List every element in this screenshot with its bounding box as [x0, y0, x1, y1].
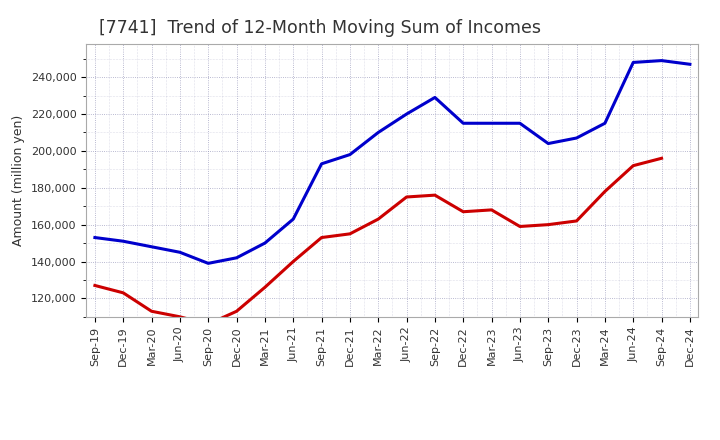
Net Income	[261, 285, 269, 290]
Net Income	[629, 163, 637, 168]
Net Income	[600, 189, 609, 194]
Net Income	[374, 216, 382, 222]
Ordinary Income	[402, 111, 411, 117]
Ordinary Income	[657, 58, 666, 63]
Ordinary Income	[233, 255, 241, 260]
Net Income	[289, 259, 297, 264]
Ordinary Income	[516, 121, 524, 126]
Ordinary Income	[346, 152, 354, 157]
Ordinary Income	[318, 161, 326, 166]
Net Income	[204, 322, 212, 327]
Ordinary Income	[685, 62, 694, 67]
Ordinary Income	[544, 141, 552, 146]
Ordinary Income	[629, 60, 637, 65]
Ordinary Income	[176, 249, 184, 255]
Ordinary Income	[119, 238, 127, 244]
Y-axis label: Amount (million yen): Amount (million yen)	[12, 115, 25, 246]
Net Income	[516, 224, 524, 229]
Net Income	[318, 235, 326, 240]
Net Income	[657, 156, 666, 161]
Net Income	[91, 283, 99, 288]
Ordinary Income	[261, 240, 269, 246]
Ordinary Income	[431, 95, 439, 100]
Ordinary Income	[459, 121, 467, 126]
Net Income	[572, 218, 581, 224]
Net Income	[346, 231, 354, 236]
Legend: Ordinary Income, Net Income: Ordinary Income, Net Income	[237, 438, 548, 440]
Net Income	[402, 194, 411, 200]
Ordinary Income	[572, 136, 581, 141]
Net Income	[233, 308, 241, 314]
Net Income	[459, 209, 467, 214]
Ordinary Income	[487, 121, 496, 126]
Net Income	[176, 314, 184, 319]
Ordinary Income	[91, 235, 99, 240]
Ordinary Income	[600, 121, 609, 126]
Line: Ordinary Income: Ordinary Income	[95, 61, 690, 264]
Ordinary Income	[289, 216, 297, 222]
Ordinary Income	[374, 130, 382, 135]
Ordinary Income	[148, 244, 156, 249]
Net Income	[148, 308, 156, 314]
Line: Net Income: Net Income	[95, 158, 662, 324]
Net Income	[431, 193, 439, 198]
Net Income	[487, 207, 496, 213]
Net Income	[544, 222, 552, 227]
Ordinary Income	[204, 261, 212, 266]
Net Income	[119, 290, 127, 296]
Text: [7741]  Trend of 12-Month Moving Sum of Incomes: [7741] Trend of 12-Month Moving Sum of I…	[99, 19, 541, 37]
